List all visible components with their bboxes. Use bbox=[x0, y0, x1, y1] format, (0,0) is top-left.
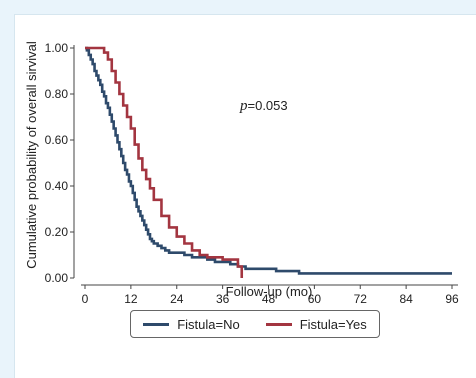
legend-swatch-yes bbox=[265, 322, 292, 326]
x-tick-label: 48 bbox=[262, 292, 276, 306]
p-symbol: p bbox=[239, 98, 248, 114]
x-tick-label: 0 bbox=[82, 292, 89, 306]
x-tick-label: 36 bbox=[216, 292, 230, 306]
x-tick-label: 96 bbox=[445, 292, 459, 306]
series-group bbox=[85, 46, 452, 278]
y-tick-label: 0.80 bbox=[45, 87, 69, 101]
x-tick-label: 72 bbox=[354, 292, 368, 306]
x-tick-label: 60 bbox=[308, 292, 322, 306]
legend-label-yes: Fistula=Yes bbox=[299, 316, 367, 332]
p-value-annotation: p=0.053 bbox=[239, 98, 288, 114]
legend-item-yes: Fistula=Yes bbox=[265, 316, 367, 332]
x-tick-label: 84 bbox=[399, 292, 413, 306]
series-line-fistula-no bbox=[85, 46, 452, 275]
x-tick-label: 24 bbox=[170, 292, 184, 306]
y-tick-label: 0.60 bbox=[45, 133, 69, 147]
series-line-fistula-yes bbox=[85, 46, 244, 278]
legend-label-no: Fistula=No bbox=[177, 316, 240, 332]
legend-swatch-no bbox=[143, 322, 170, 326]
axes: 0.00 0.20 0.40 0.60 0.80 1.00 0 12 24 36 48 60 72 84 9… bbox=[45, 41, 459, 306]
y-tick-label: 1.00 bbox=[45, 41, 69, 55]
legend: Fistula=No Fistula=Yes bbox=[130, 310, 380, 338]
y-axis-title: Cumulative probability of overall sirviv… bbox=[24, 41, 39, 269]
x-tick-label: 12 bbox=[124, 292, 138, 306]
x-axis-title: Follow-up (mo) bbox=[226, 284, 313, 299]
y-tick-label: 0.40 bbox=[45, 179, 69, 193]
y-tick-label: 0.00 bbox=[45, 271, 69, 285]
p-value-text: =0.053 bbox=[248, 98, 288, 113]
y-tick-label: 0.20 bbox=[45, 225, 69, 239]
legend-item-no: Fistula=No bbox=[143, 317, 240, 332]
